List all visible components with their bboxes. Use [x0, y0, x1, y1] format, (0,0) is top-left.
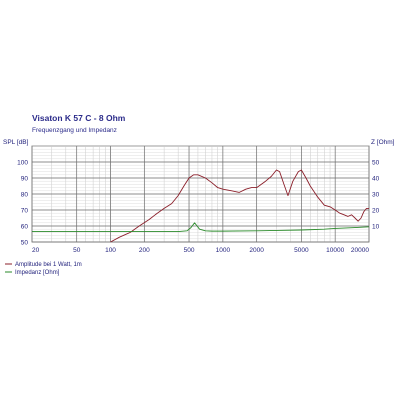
y-right-tick-label: 50: [372, 160, 380, 167]
legend-label-impedance: Impedanz [Ohm]: [15, 270, 60, 276]
x-tick-label: 10000: [326, 247, 344, 254]
y-left-tick-label: 90: [21, 176, 29, 183]
legend-label-amplitude: Amplitude bei 1 Watt, 1m: [15, 262, 82, 268]
x-tick-label: 200: [139, 247, 150, 254]
x-tick-label: 50: [73, 247, 81, 254]
y-right-tick-label: 20: [372, 208, 380, 215]
chart-title: Visaton K 57 C - 8 Ohm: [32, 113, 126, 123]
x-tick-label: 5000: [294, 247, 309, 254]
series-lines: [32, 169, 370, 243]
x-tick-label: 20: [32, 247, 40, 254]
y-right-axis-label: Z [Ohm]: [371, 139, 395, 146]
x-tick-label: 100: [105, 247, 116, 254]
y-left-tick-label: 80: [21, 192, 29, 199]
chart-subtitle: Frequenzgang und Impedanz: [32, 127, 117, 134]
x-tick-label: 1000: [216, 247, 231, 254]
major-gridlines: [31, 146, 370, 243]
y-left-tick-label: 100: [17, 160, 28, 167]
legend: Amplitude bei 1 Watt, 1m Impedanz [Ohm]: [5, 262, 82, 276]
x-tick-labels: 20 50 100 200 500 1000 2000 5000 10000 20000: [32, 247, 369, 254]
y-right-tick-labels: 10 20 30 40 50: [372, 160, 380, 231]
x-tick-label: 500: [184, 247, 195, 254]
y-left-axis-label: SPL [dB]: [3, 139, 29, 146]
y-left-tick-label: 70: [21, 208, 29, 215]
y-left-tick-label: 50: [21, 240, 29, 247]
y-right-tick-label: 10: [372, 224, 380, 231]
y-right-tick-label: 40: [372, 176, 380, 183]
y-right-tick-label: 30: [372, 192, 380, 199]
x-tick-label: 2000: [249, 247, 264, 254]
y-left-tick-labels: 50 60 70 80 90 100: [17, 160, 28, 247]
amplitude-series-line: [110, 169, 369, 243]
x-tick-label: 20000: [351, 247, 369, 254]
impedance-series-line: [32, 222, 370, 233]
y-left-tick-label: 60: [21, 224, 29, 231]
